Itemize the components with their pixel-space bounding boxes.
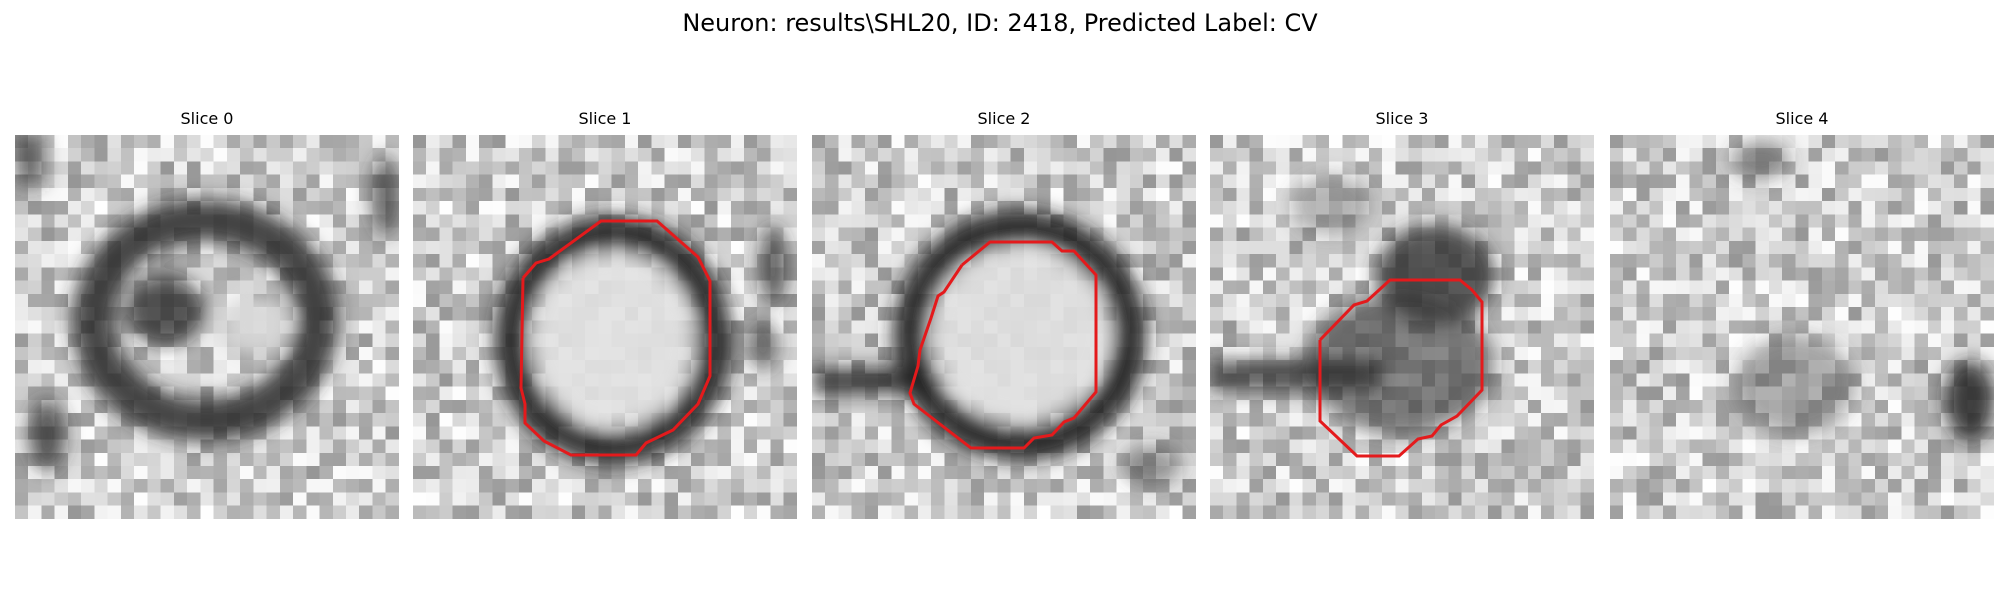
slice-4-image	[1610, 135, 1994, 519]
slice-2-image	[812, 135, 1196, 519]
panel-title: Slice 2	[977, 109, 1031, 128]
panel-title: Slice 4	[1775, 109, 1829, 128]
slice-3-image	[1210, 135, 1594, 519]
segmentation-contour	[1318, 278, 1484, 458]
segmentation-contour	[908, 240, 1098, 450]
slice-1-image	[413, 135, 797, 519]
slice-0-image	[15, 135, 399, 519]
panel-title: Slice 0	[180, 109, 234, 128]
panel-title: Slice 3	[1375, 109, 1429, 128]
figure-title: Neuron: results\SHL20, ID: 2418, Predict…	[682, 9, 1318, 37]
segmentation-contour	[519, 219, 712, 457]
panel-title: Slice 1	[578, 109, 632, 128]
